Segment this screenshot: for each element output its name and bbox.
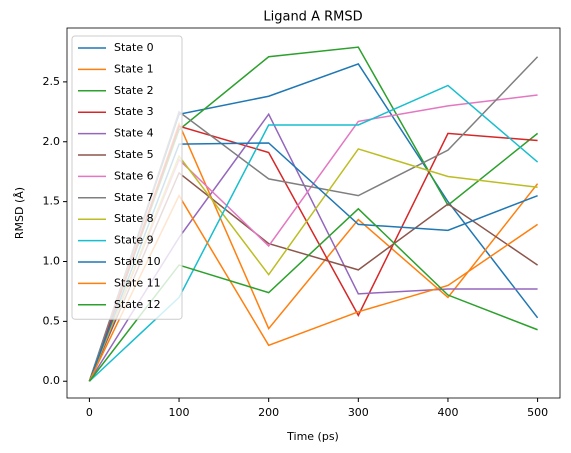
plot-frame — [66, 27, 561, 399]
legend-label: State 7 — [114, 191, 154, 204]
legend-label: State 6 — [114, 169, 154, 182]
x-tick-label: 300 — [348, 406, 369, 419]
chart-title: Ligand A RMSD — [263, 10, 362, 25]
legend-box — [71, 35, 183, 320]
x-tick-label: 100 — [169, 406, 190, 419]
legend-label: State 3 — [114, 105, 154, 118]
legend-label: State 9 — [114, 234, 154, 247]
y-tick-label: 0.5 — [43, 314, 61, 327]
legend-label: State 4 — [114, 127, 154, 140]
legend-label: State 1 — [114, 62, 154, 75]
x-tick-label: 400 — [437, 406, 458, 419]
y-tick-label: 1.0 — [43, 254, 61, 267]
y-tick-label: 2.0 — [43, 135, 61, 148]
y-tick-label: 1.5 — [43, 195, 61, 208]
y-tick-label: 0.0 — [43, 374, 61, 387]
legend-label: State 10 — [114, 255, 161, 268]
legend-label: State 0 — [114, 41, 154, 54]
x-tick-label: 0 — [86, 406, 93, 419]
legend-label: State 11 — [114, 276, 161, 289]
x-tick-label: 500 — [527, 406, 548, 419]
legend-label: State 5 — [114, 148, 154, 161]
y-tick-label: 2.5 — [43, 75, 61, 88]
y-axis-label: RMSD (Å) — [13, 187, 26, 239]
x-axis-label: Time (ps) — [286, 430, 339, 443]
legend-label: State 2 — [114, 84, 154, 97]
legend-label: State 8 — [114, 212, 154, 225]
legend-label: State 12 — [114, 298, 161, 311]
x-tick-label: 200 — [258, 406, 279, 419]
